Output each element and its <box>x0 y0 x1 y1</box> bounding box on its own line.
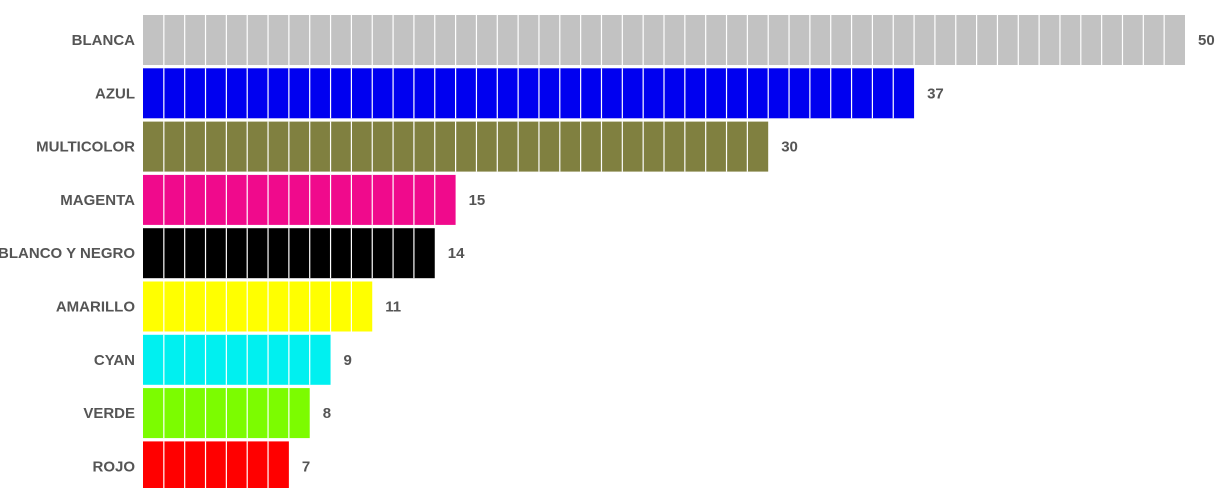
category-label: MAGENTA <box>60 192 135 209</box>
bar <box>143 388 310 439</box>
category-label: AZUL <box>95 85 135 102</box>
value-label: 37 <box>927 85 944 102</box>
bar <box>143 441 289 488</box>
category-label: AMARILLO <box>56 299 135 316</box>
category-label: BLANCA <box>72 32 135 49</box>
bars-group <box>143 15 1185 488</box>
category-label: CYAN <box>94 352 135 369</box>
bar <box>143 228 435 279</box>
value-label: 8 <box>323 405 331 422</box>
bar <box>143 334 331 385</box>
bar-fill <box>143 281 373 332</box>
value-label: 7 <box>302 458 310 475</box>
bar <box>143 121 769 172</box>
bar-fill <box>143 441 289 488</box>
category-label: VERDE <box>83 405 135 422</box>
category-label: BLANCO Y NEGRO <box>0 245 135 262</box>
value-label: 50 <box>1198 32 1215 49</box>
value-label: 15 <box>469 192 486 209</box>
bar-fill <box>143 68 915 119</box>
value-label: 30 <box>781 139 798 156</box>
category-label: MULTICOLOR <box>36 139 135 156</box>
value-label: 11 <box>385 299 401 316</box>
bar <box>143 15 1185 65</box>
bar <box>143 174 456 225</box>
category-label: ROJO <box>92 458 135 475</box>
bar <box>143 281 373 332</box>
bar-fill <box>143 174 456 225</box>
labels-group: BLANCA 50 AZUL 37 MULTICOLOR 30 MAGENTA 15 BLANC… <box>0 32 1215 475</box>
value-label: 9 <box>344 352 352 369</box>
bar-fill <box>143 334 331 385</box>
value-label: 14 <box>448 245 465 262</box>
bar <box>143 68 915 119</box>
